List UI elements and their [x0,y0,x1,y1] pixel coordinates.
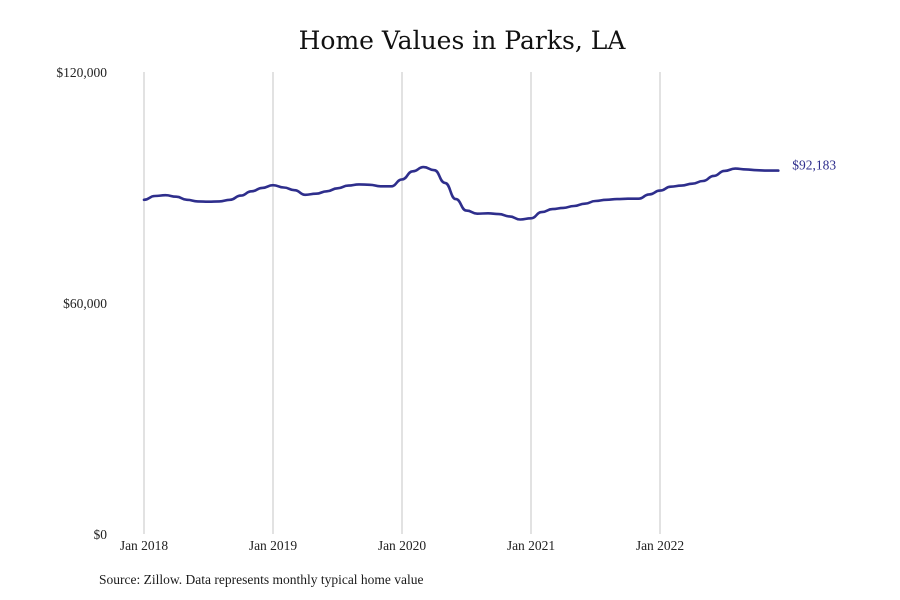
y-axis-labels: $0 $60,000 $120,000 [56,65,107,542]
x-tick-label: Jan 2021 [507,538,555,553]
home-value-line [142,165,780,221]
x-tick-label: Jan 2018 [120,538,169,553]
x-tick-label: Jan 2022 [636,538,684,553]
chart-title: Home Values in Parks, LA [298,26,626,55]
gridlines [143,72,661,534]
source-note: Source: Zillow. Data represents monthly … [99,572,424,587]
x-tick-label: Jan 2019 [249,538,298,553]
x-axis-labels: Jan 2018 Jan 2019 Jan 2020 Jan 2021 Jan 2022 [120,538,684,553]
line-chart: $0$60,000$120,000 Jan 2018 Jan 2019 Jan 20… [56,65,836,553]
y-tick-label: $120,000 [56,65,107,80]
y-tick-label: $60,000 [63,296,107,311]
y-tick-label: $0 [94,527,108,542]
latest-value-label: $92,183 [792,158,836,173]
x-tick-label: Jan 2020 [378,538,427,553]
